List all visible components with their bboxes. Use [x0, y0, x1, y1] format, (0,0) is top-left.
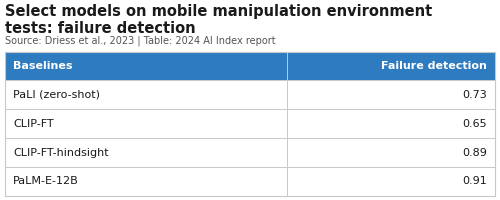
Text: Baselines: Baselines	[13, 61, 72, 71]
Text: Source: Driess et al., 2023 | Table: 2024 AI Index report: Source: Driess et al., 2023 | Table: 202…	[5, 36, 276, 46]
Text: PaLM-E-12B: PaLM-E-12B	[13, 176, 79, 186]
Text: 0.91: 0.91	[462, 176, 487, 186]
Text: Select models on mobile manipulation environment
tests: failure detection: Select models on mobile manipulation env…	[5, 4, 432, 36]
Text: CLIP-FT: CLIP-FT	[13, 118, 54, 129]
Text: CLIP-FT-hindsight: CLIP-FT-hindsight	[13, 148, 108, 158]
Text: 0.65: 0.65	[462, 118, 487, 129]
Text: 0.89: 0.89	[462, 148, 487, 158]
Text: Failure detection: Failure detection	[381, 61, 487, 71]
Text: 0.73: 0.73	[462, 90, 487, 99]
Text: PaLI (zero-shot): PaLI (zero-shot)	[13, 90, 100, 99]
